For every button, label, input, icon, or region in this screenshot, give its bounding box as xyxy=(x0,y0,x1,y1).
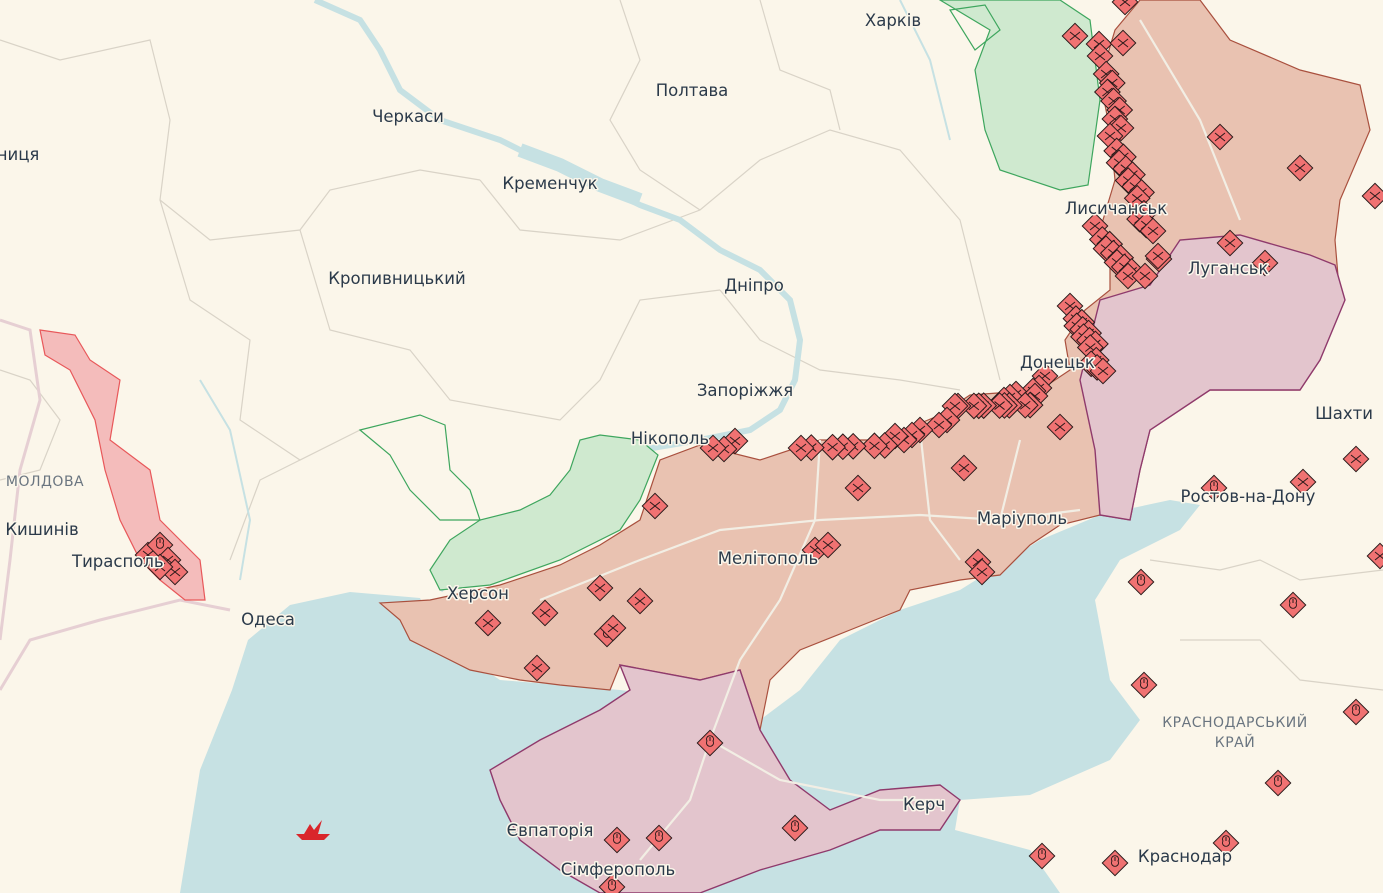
clash-icon[interactable] xyxy=(586,574,614,602)
clash-icon[interactable] xyxy=(1251,249,1279,277)
label-simferopol: Сімферополь xyxy=(561,860,676,879)
label-cherkasy: Черкаси xyxy=(372,107,444,126)
clash-icon[interactable] xyxy=(1139,217,1167,245)
clash-icon[interactable] xyxy=(599,614,627,642)
label-vinnytsia: Вінниця xyxy=(0,145,39,164)
explosion-icon[interactable] xyxy=(1127,568,1155,596)
crimea xyxy=(489,664,961,893)
clash-icon[interactable] xyxy=(1216,229,1244,257)
admin-boundaries xyxy=(0,0,1383,691)
clash-icon[interactable] xyxy=(844,474,872,502)
clash-icon[interactable] xyxy=(1114,262,1142,290)
label-nikopol: Нікополь xyxy=(631,429,709,448)
explosion-icon[interactable] xyxy=(696,729,724,757)
clash-icon[interactable] xyxy=(474,609,502,637)
clash-icon[interactable] xyxy=(960,392,988,420)
clash-icon[interactable] xyxy=(146,553,174,581)
clash-icon[interactable] xyxy=(1011,391,1039,419)
explosion-icon[interactable] xyxy=(598,873,626,893)
clash-icon[interactable] xyxy=(1061,22,1089,50)
explosion-icon[interactable] xyxy=(1101,849,1129,877)
explosion-icon[interactable] xyxy=(1212,829,1240,857)
explosion-icon[interactable] xyxy=(1264,769,1292,797)
liberated-outline xyxy=(358,4,1001,521)
clash-icon[interactable] xyxy=(699,434,727,462)
label-poltava: Полтава xyxy=(656,81,729,100)
clash-icon[interactable] xyxy=(1144,242,1172,270)
explosion-icon[interactable] xyxy=(1028,842,1056,870)
clash-icon[interactable] xyxy=(986,392,1013,419)
clash-icon[interactable] xyxy=(1111,0,1139,16)
clash-icon[interactable] xyxy=(814,531,842,559)
clash-icon[interactable] xyxy=(1342,445,1370,473)
label-shakhty: Шахти xyxy=(1315,404,1373,423)
clash-icon[interactable] xyxy=(1089,357,1117,385)
label-krasnodar-krai-1: КРАСНОДАРСЬКИЙ xyxy=(1162,713,1308,731)
clash-icon[interactable] xyxy=(819,433,847,461)
clash-icon[interactable] xyxy=(1286,154,1314,182)
label-donetsk: Донецьк xyxy=(1020,353,1095,372)
clash-icon[interactable] xyxy=(1131,262,1159,290)
clash-icon[interactable] xyxy=(531,599,559,627)
clash-icon[interactable] xyxy=(1109,29,1137,57)
label-krasnodar-krai-2: КРАЙ xyxy=(1215,733,1255,751)
event-markers xyxy=(134,0,1383,893)
transnistria xyxy=(39,329,206,601)
liberated-kharkiv xyxy=(938,0,1101,191)
label-krasnodar: Краснодар xyxy=(1138,847,1232,866)
label-kharkiv: Харків xyxy=(865,11,921,30)
clash-icon[interactable] xyxy=(523,654,551,682)
explosion-icon[interactable] xyxy=(1130,671,1158,699)
explosion-icon[interactable] xyxy=(1342,698,1370,726)
explosion-icon[interactable] xyxy=(645,824,673,852)
label-rostov: Ростов-на-Дону xyxy=(1181,487,1316,506)
explosion-icon[interactable] xyxy=(1200,474,1228,502)
clash-icon[interactable] xyxy=(1206,123,1234,151)
label-mariupol: Маріуполь xyxy=(977,509,1067,528)
liberated-kherson xyxy=(429,434,659,591)
label-melitopol: Мелітополь xyxy=(718,549,818,568)
roads xyxy=(539,19,1242,861)
warship-icon[interactable] xyxy=(296,820,330,840)
clash-icon[interactable] xyxy=(1366,542,1383,570)
label-tiraspol: Тирасполь xyxy=(71,552,164,571)
clash-icon[interactable] xyxy=(1361,182,1383,210)
explosion-icon[interactable] xyxy=(1279,591,1307,619)
label-kremenchuk: Кременчук xyxy=(502,174,597,193)
clash-icon[interactable] xyxy=(950,454,978,482)
explosion-icon[interactable] xyxy=(603,826,631,854)
explosion-icon[interactable] xyxy=(781,814,809,842)
label-moldova: МОЛДОВА xyxy=(6,474,84,490)
label-dnipro: Дніпро xyxy=(724,276,784,295)
clash-icon[interactable] xyxy=(641,492,669,520)
label-yevpatoria: Євпаторія xyxy=(507,821,594,840)
clash-icon[interactable] xyxy=(968,558,996,586)
label-kherson: Херсон xyxy=(447,584,509,603)
label-luhansk: Луганськ xyxy=(1188,259,1269,278)
clash-icon[interactable] xyxy=(1046,413,1074,441)
label-kerch: Керч xyxy=(903,795,945,814)
clash-icon[interactable] xyxy=(626,587,654,615)
label-odesa: Одеса xyxy=(241,610,295,629)
label-zaporizhzhia: Запоріжжя xyxy=(697,381,793,400)
clash-icon[interactable] xyxy=(787,434,815,462)
place-labels: Харків Полтава Черкаси Кременчук Кропивн… xyxy=(0,10,1374,881)
clash-icon[interactable] xyxy=(860,432,888,460)
label-kropyvnytskyi: Кропивницький xyxy=(328,269,465,288)
label-chisinau: Кишинів xyxy=(5,520,78,539)
label-lysychansk: Лисичанськ xyxy=(1065,199,1167,218)
clash-icon[interactable] xyxy=(1289,468,1317,496)
clash-icon[interactable] xyxy=(925,411,953,439)
